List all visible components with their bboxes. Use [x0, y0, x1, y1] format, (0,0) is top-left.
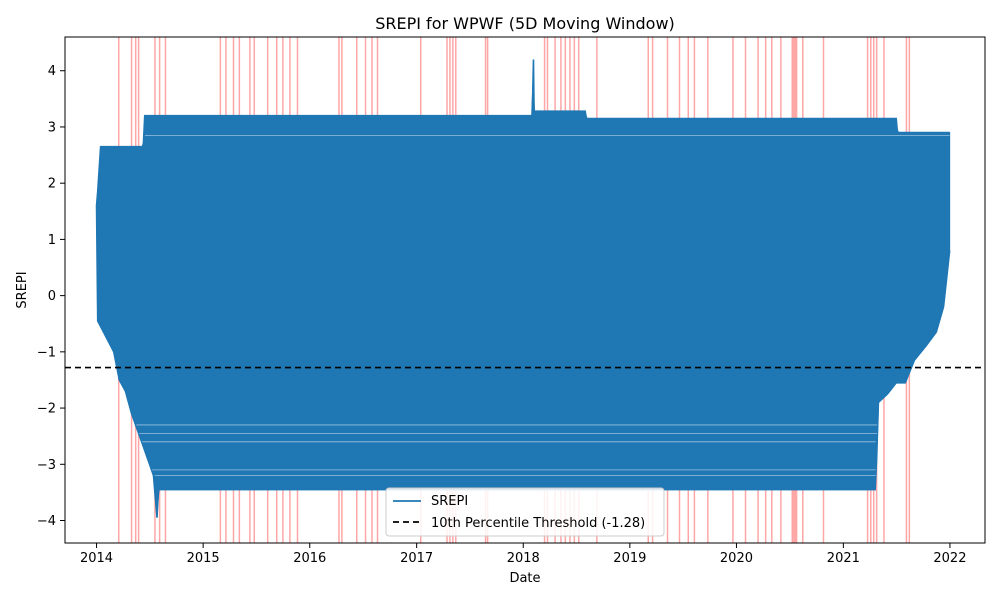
legend-box	[385, 487, 665, 537]
y-tick-label: 4	[48, 64, 56, 79]
x-tick-label: 2020	[720, 551, 753, 566]
plot-area	[64, 36, 986, 544]
y-axis: −4 −3 −2 −1 0 1 2 3 4	[37, 64, 65, 529]
y-tick-label: 0	[48, 289, 56, 304]
series-srepi-area	[96, 79, 951, 509]
y-tick-label: 2	[48, 177, 56, 192]
y-tick-label: −3	[37, 458, 56, 473]
legend-label-threshold: 10th Percentile Threshold (-1.28)	[431, 516, 645, 531]
series-srepi	[95, 59, 951, 518]
y-tick-label: −2	[37, 402, 56, 417]
x-tick-label: 2018	[507, 551, 540, 566]
y-tick-label: 1	[48, 233, 56, 248]
y-tick-label: −4	[37, 514, 56, 529]
series-srepi-upper-line	[95, 59, 950, 206]
x-tick-label: 2019	[613, 551, 646, 566]
x-tick-label: 2021	[827, 551, 860, 566]
legend: SREPI 10th Percentile Threshold (-1.28)	[385, 487, 665, 537]
legend-label-srepi: SREPI	[431, 494, 468, 509]
x-tick-label: 2015	[187, 551, 220, 566]
series-srepi-lower-line	[95, 205, 951, 518]
plot-frame	[64, 36, 986, 544]
x-tick-label: 2017	[400, 551, 433, 566]
x-tick-label: 2016	[293, 551, 326, 566]
x-axis-label: Date	[509, 571, 540, 586]
chart-title: SREPI for WPWF (5D Moving Window)	[375, 14, 675, 33]
y-tick-label: −1	[37, 345, 56, 360]
y-axis-label: SREPI	[15, 271, 30, 308]
x-tick-label: 2014	[80, 551, 113, 566]
x-axis: 2014 2015 2016 2017 2018 2019 2020 2021 2022	[80, 543, 966, 566]
y-tick-label: 3	[48, 120, 56, 135]
x-tick-label: 2022	[933, 551, 966, 566]
